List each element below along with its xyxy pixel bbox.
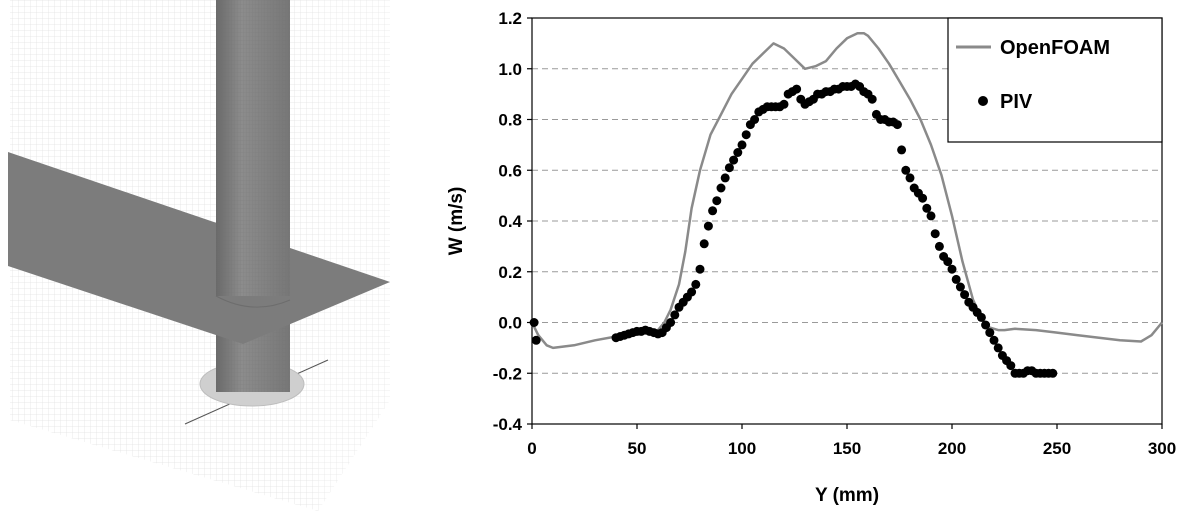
- y-axis-title: W (m/s): [446, 187, 467, 256]
- piv-point: [905, 173, 915, 183]
- piv-point: [699, 239, 709, 249]
- piv-point: [934, 241, 944, 251]
- y-tick-label: -0.4: [493, 415, 523, 434]
- piv-point: [867, 94, 877, 104]
- piv-point: [695, 264, 705, 274]
- piv-point: [892, 120, 902, 130]
- y-tick-label: 0.2: [498, 263, 522, 282]
- free-surface-plane: [8, 152, 390, 344]
- piv-point: [993, 343, 1003, 353]
- y-tick-label: 0.0: [498, 314, 522, 333]
- piv-point: [737, 140, 747, 150]
- piv-point: [792, 84, 802, 94]
- piv-point: [779, 99, 789, 109]
- piv-point: [716, 183, 726, 193]
- piv-point: [703, 221, 713, 231]
- piv-point: [926, 211, 936, 221]
- piv-point: [720, 173, 730, 183]
- x-axis-title: Y (mm): [815, 485, 879, 506]
- piv-point: [976, 312, 986, 322]
- cylinder-plane-intersection: [215, 295, 291, 308]
- x-tick-label: 250: [1043, 439, 1071, 458]
- piv-point: [943, 257, 953, 267]
- piv-point: [918, 193, 928, 203]
- piv-point: [687, 287, 697, 297]
- ticks: -0.4 -0.2 0.0 0.2 0.4 0.6 0.8 1.0 1.2 0 50 100 150 20…: [493, 9, 1176, 458]
- piv-point: [901, 165, 911, 175]
- piv-point: [733, 148, 743, 157]
- cylinder-upper-mesh: [216, 0, 290, 296]
- piv-point: [691, 279, 701, 289]
- piv-point: [955, 282, 965, 292]
- mesh-domain-side-face: [318, 0, 390, 511]
- piv-point: [951, 274, 961, 284]
- piv-point: [989, 335, 999, 345]
- piv-point: [960, 290, 970, 300]
- piv-point: [670, 310, 680, 320]
- legend-piv-label: PIV: [1000, 91, 1033, 113]
- piv-point: [531, 335, 541, 345]
- x-tick-label: 100: [728, 439, 756, 458]
- y-tick-label: 1.2: [498, 9, 522, 28]
- legend-piv-swatch: [978, 96, 988, 106]
- piv-point: [930, 229, 940, 239]
- piv-point: [712, 196, 722, 206]
- series-layer: [529, 31, 1163, 378]
- x-tick-label: 200: [938, 439, 966, 458]
- piv-point: [981, 320, 991, 330]
- x-tick-label: 50: [628, 439, 647, 458]
- piv-point: [708, 206, 718, 216]
- chart: -0.4 -0.2 0.0 0.2 0.4 0.6 0.8 1.0 1.2 0 50 100 150 20…: [446, 9, 1176, 506]
- x-tick-label: 0: [527, 439, 536, 458]
- piv-point: [724, 163, 734, 173]
- piv-point: [741, 130, 751, 140]
- y-tick-label: 1.0: [498, 60, 522, 79]
- mesh-rendering: [8, 0, 390, 511]
- piv-point: [666, 318, 676, 327]
- y-tick-label: -0.2: [493, 364, 522, 383]
- x-tick-label: 150: [833, 439, 861, 458]
- legend-openfoam-label: OpenFOAM: [1000, 37, 1110, 59]
- y-tick-label: 0.8: [498, 111, 522, 130]
- piv-point: [750, 115, 760, 124]
- piv-point: [897, 145, 907, 155]
- legend-box: [947, 17, 1163, 143]
- piv-point: [529, 318, 539, 327]
- x-tick-label: 300: [1148, 439, 1176, 458]
- piv-point: [1048, 368, 1058, 378]
- piv-point: [729, 155, 739, 165]
- piv-point: [1006, 361, 1016, 371]
- piv-point: [947, 264, 957, 274]
- piv-point: [985, 328, 995, 338]
- piv-point: [922, 203, 932, 213]
- y-tick-label: 0.6: [498, 161, 522, 180]
- legend: OpenFOAM PIV: [947, 17, 1163, 143]
- y-tick-label: 0.4: [498, 212, 522, 231]
